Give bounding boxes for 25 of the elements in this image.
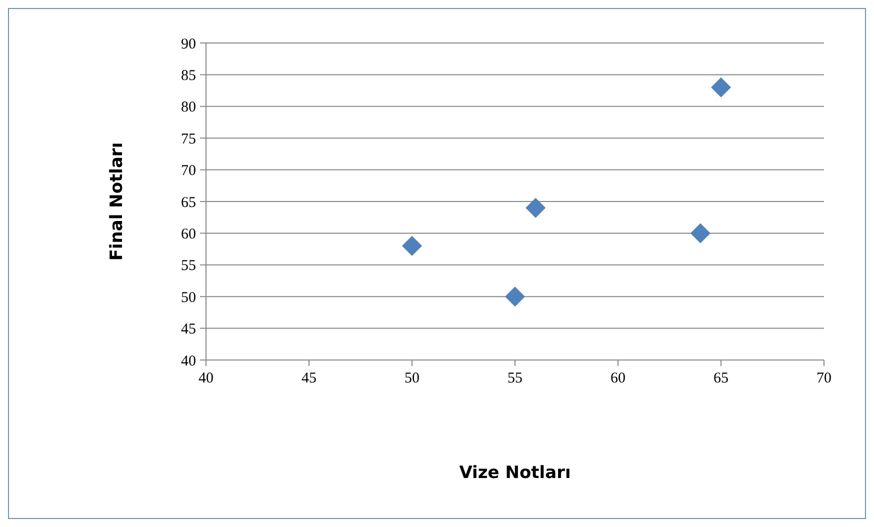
x-axis-title: Vize Notları — [459, 463, 571, 483]
y-tick-label: 70 — [181, 163, 196, 180]
point — [711, 77, 731, 98]
y-tick-label: 65 — [181, 194, 196, 211]
y-axis-title: Final Notları — [107, 142, 128, 261]
point — [526, 198, 546, 218]
x-tick-label: 45 — [302, 370, 316, 387]
x-tick-label: 70 — [816, 370, 832, 387]
x-tick-label: 60 — [610, 370, 626, 387]
point — [505, 286, 525, 307]
y-tick-label: 85 — [181, 68, 196, 84]
x-tick-label: 40 — [198, 370, 214, 387]
y-tick-label: 45 — [181, 322, 196, 338]
y-tick-label: 60 — [181, 226, 196, 243]
y-tick-label: 90 — [181, 36, 196, 52]
x-tick-label: 55 — [508, 370, 522, 387]
point — [402, 236, 422, 256]
y-tick-label: 50 — [181, 290, 196, 306]
y-tick-label: 55 — [181, 258, 196, 274]
y-tick-label: 75 — [181, 131, 196, 148]
point — [690, 223, 710, 244]
x-tick-label: 65 — [714, 370, 728, 387]
y-tick-label: 40 — [181, 353, 196, 370]
y-tick-label: 80 — [181, 100, 196, 116]
x-tick-label: 50 — [404, 370, 420, 387]
